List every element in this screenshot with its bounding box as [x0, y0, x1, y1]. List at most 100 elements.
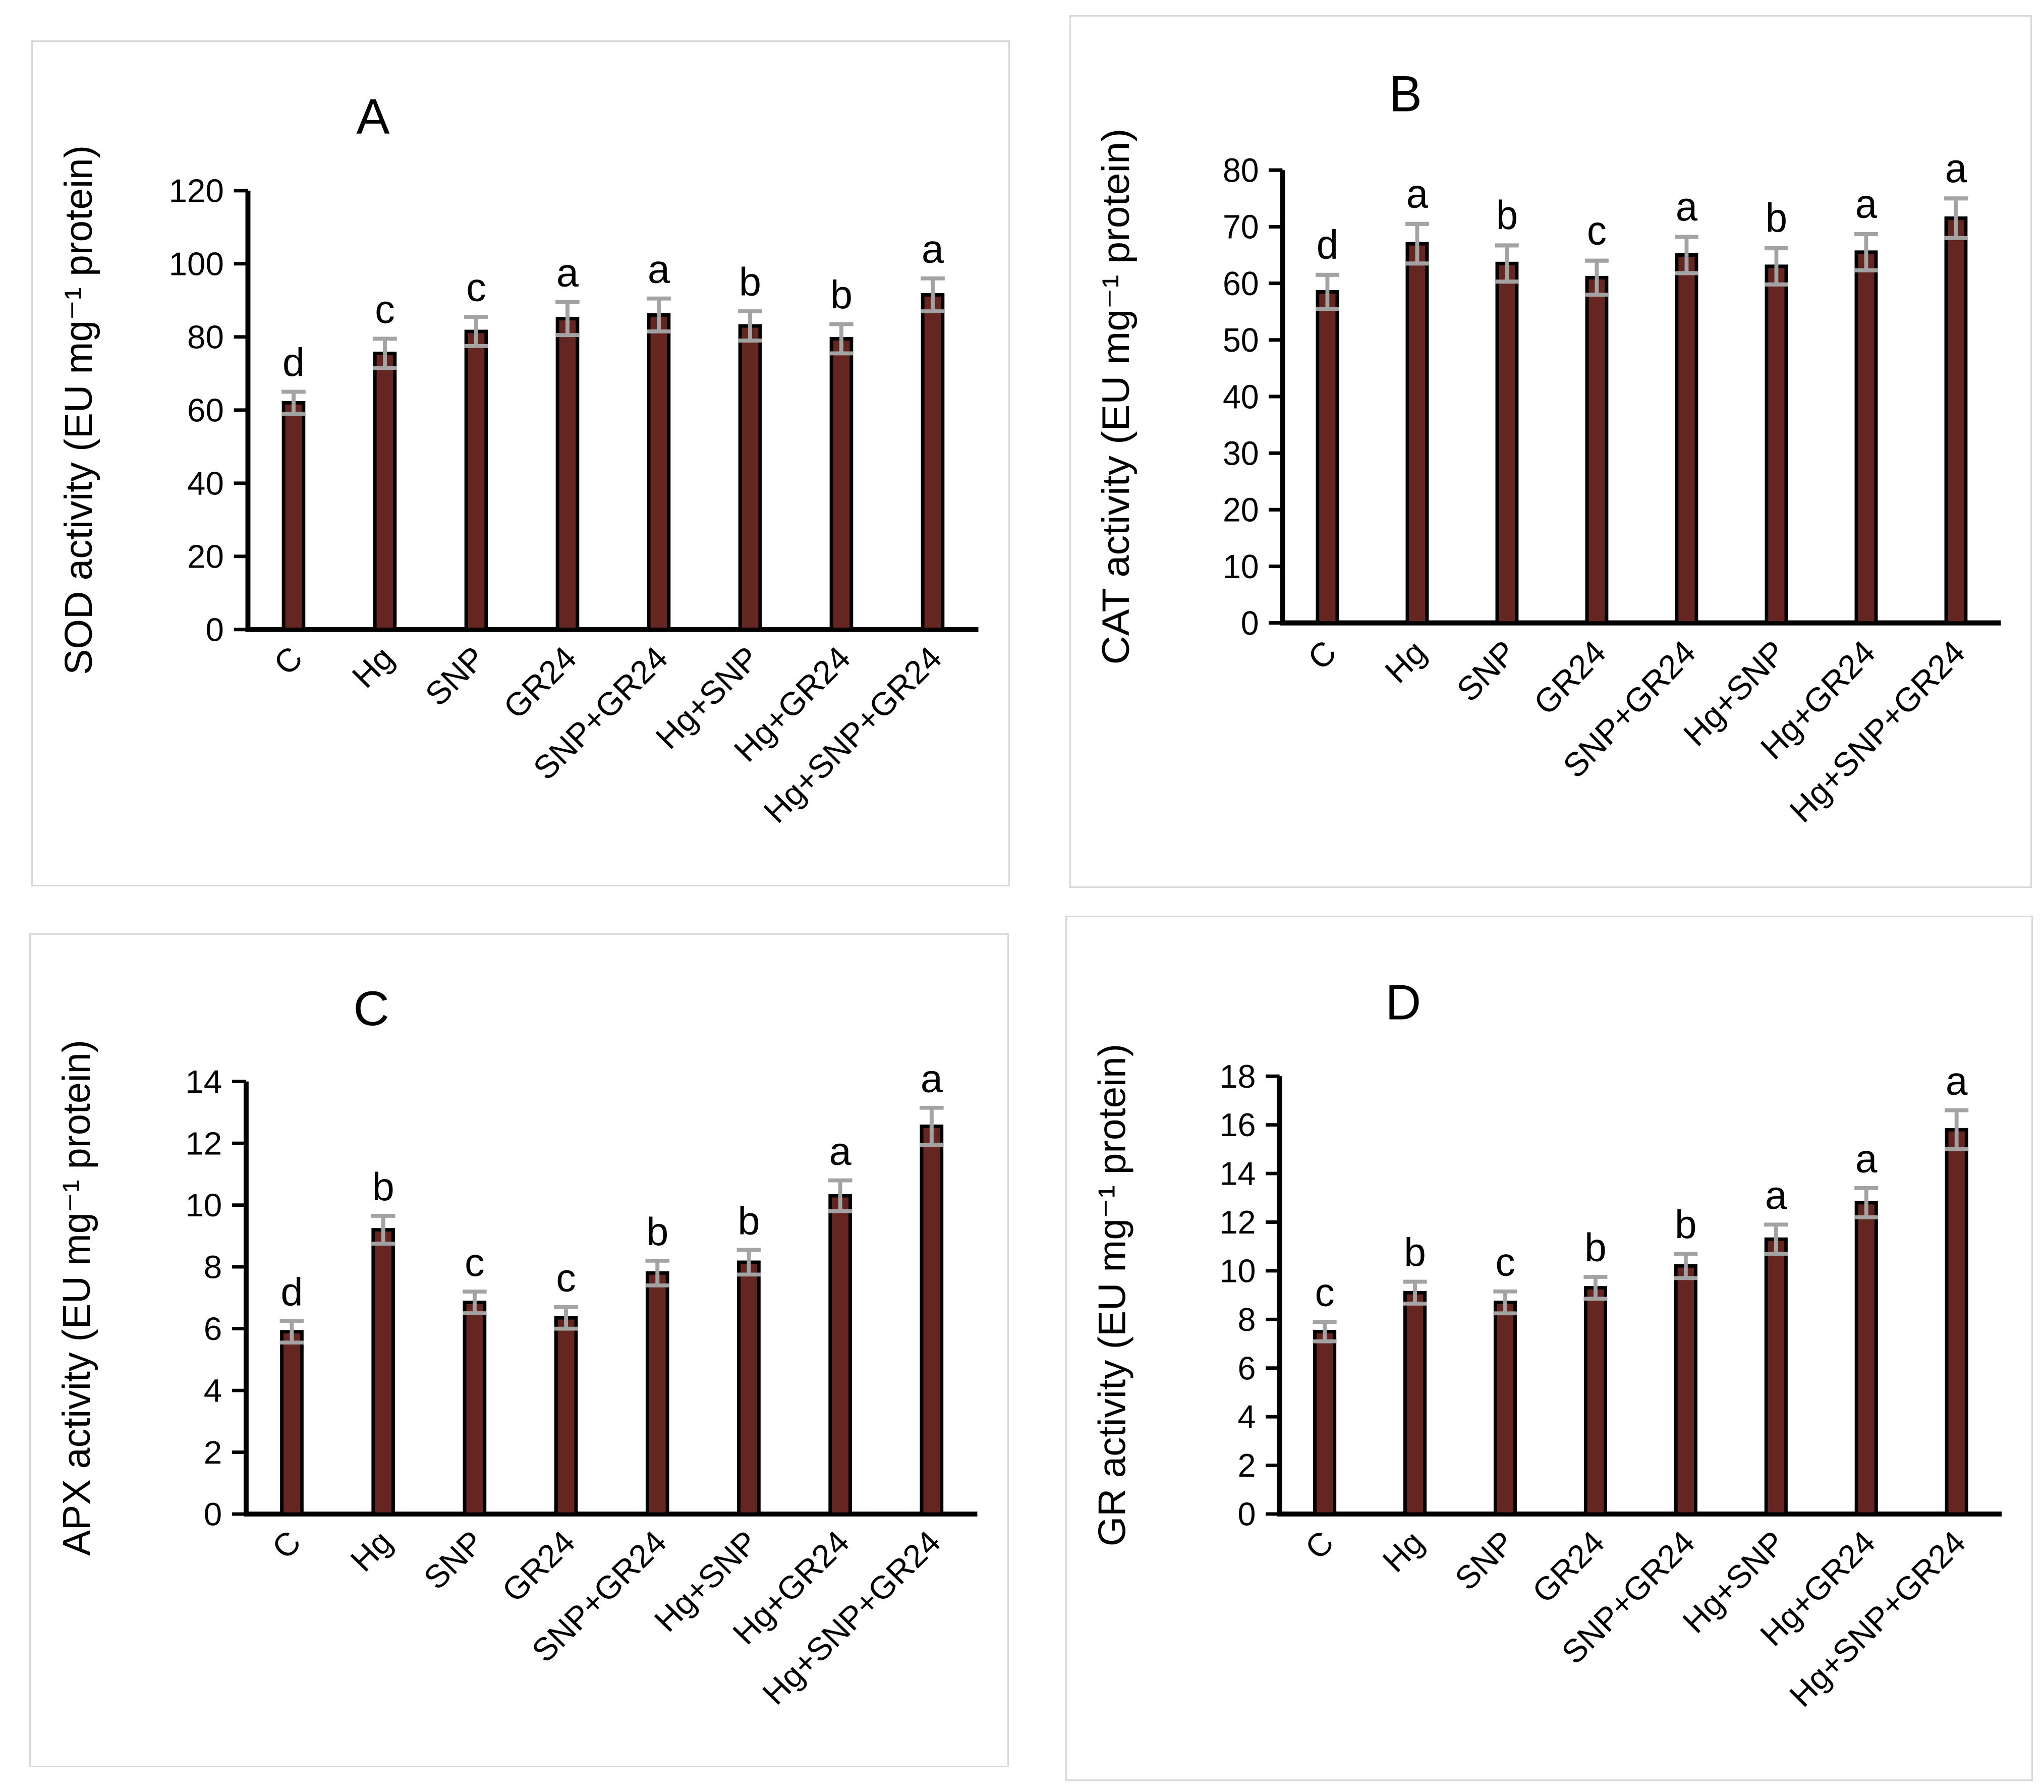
- sod-activity-bar-chart: A SOD activity (EU mg⁻¹ protein) 0 20 40 60 80…: [57, 89, 979, 830]
- panel-gr-activity: D GR activity (EU mg⁻¹ protein) 0 2 4 6 8 10 12 1…: [1065, 916, 2033, 1781]
- sig-letter: b: [1496, 192, 1518, 238]
- bar: [1403, 1291, 1427, 1516]
- category-label: Hg: [343, 1524, 399, 1579]
- sig-letter: b: [739, 259, 761, 304]
- sig-letter: b: [1766, 195, 1787, 241]
- y-axis-tick-label: 4: [1238, 1398, 1256, 1435]
- bar: [1765, 264, 1788, 625]
- gr-activity-bar-chart: D GR activity (EU mg⁻¹ protein) 0 2 4 6 8 10 12 1…: [1091, 974, 2002, 1714]
- panel-letter: B: [1389, 66, 1422, 123]
- y-axis-tick-label: 0: [1238, 1496, 1256, 1533]
- sig-letter: c: [466, 265, 486, 310]
- sig-letter: d: [282, 340, 305, 384]
- y-axis-tick-label: 2: [1238, 1447, 1256, 1484]
- bar: [464, 329, 488, 632]
- sig-letter: c: [1587, 207, 1607, 253]
- y-axis-title: GR activity (EU mg⁻¹ protein): [1091, 1044, 1134, 1546]
- y-axis-tick-label: 2: [204, 1434, 222, 1471]
- sig-letter: a: [1406, 171, 1429, 216]
- y-axis-tick-label: 80: [187, 319, 224, 356]
- category-label: C: [1298, 1524, 1341, 1566]
- y-axis-tick-label: 8: [1238, 1301, 1256, 1338]
- cat-activity-bar-chart: B CAT activity (EU mg⁻¹ protein) 0 10 20 30 40…: [1095, 66, 2001, 829]
- sig-letter: a: [1946, 1058, 1968, 1103]
- y-axis-tick-label: 6: [1238, 1350, 1256, 1386]
- bar: [371, 1228, 395, 1516]
- y-axis-tick-label: 12: [185, 1125, 222, 1161]
- y-axis-tick-label: 80: [1223, 151, 1259, 189]
- bar: [1854, 1201, 1878, 1516]
- sig-letter: a: [556, 250, 579, 295]
- panel-cat-activity: B CAT activity (EU mg⁻¹ protein) 0 10 20 30 40…: [1069, 15, 2032, 888]
- sig-letter: c: [375, 287, 395, 331]
- category-label: SNP: [1448, 1524, 1521, 1597]
- bar: [737, 1260, 761, 1516]
- category-label: C: [265, 1524, 308, 1566]
- y-axis-tick-label: 14: [185, 1063, 222, 1100]
- category-label: Hg: [345, 639, 401, 695]
- sig-letter: a: [829, 1129, 852, 1173]
- sig-letter: b: [1584, 1225, 1607, 1270]
- bar: [1405, 242, 1429, 625]
- bar: [1313, 1329, 1337, 1516]
- bar: [1854, 250, 1878, 625]
- bar: [1675, 253, 1698, 625]
- bar: [373, 352, 397, 632]
- sig-letter: a: [921, 1057, 943, 1101]
- y-axis-title: SOD activity (EU mg⁻¹ protein): [57, 145, 100, 675]
- y-axis-tick-label: 60: [187, 392, 224, 429]
- category-label: SNP: [1450, 633, 1522, 709]
- sig-letter: a: [1945, 145, 1967, 191]
- sig-letter: a: [1765, 1173, 1787, 1217]
- category-label: GR24: [1527, 633, 1613, 722]
- y-axis-tick-label: 0: [1241, 604, 1259, 642]
- panel-letter: D: [1385, 974, 1421, 1030]
- sig-letter: c: [556, 1256, 576, 1300]
- y-axis-tick-label: 60: [1223, 265, 1259, 302]
- y-axis-tick-label: 70: [1223, 208, 1259, 246]
- bar: [1495, 261, 1519, 625]
- y-axis-tick-label: 4: [204, 1372, 222, 1409]
- bar: [463, 1301, 487, 1516]
- panel-apx-activity: C APX activity (EU mg⁻¹ protein) 0 2 4 6 8 10 12…: [29, 933, 1009, 1767]
- panel-letter: C: [353, 981, 389, 1036]
- bar: [1945, 1128, 1968, 1516]
- y-axis-tick-label: 50: [1223, 321, 1259, 359]
- y-axis-tick-label: 0: [205, 611, 223, 648]
- sig-letter: b: [1404, 1230, 1426, 1274]
- bar: [555, 317, 580, 632]
- category-label: Hg: [1378, 633, 1433, 690]
- bar: [1585, 275, 1609, 625]
- y-axis-tick-label: 30: [1223, 434, 1259, 472]
- y-axis-tick-label: 14: [1220, 1155, 1256, 1192]
- bar: [647, 313, 671, 632]
- bar: [1493, 1301, 1517, 1516]
- y-axis-tick-label: 40: [1223, 378, 1259, 415]
- sig-letter: a: [1855, 1137, 1878, 1181]
- y-axis-tick-label: 20: [187, 538, 224, 575]
- sig-letter: c: [465, 1241, 485, 1284]
- sig-letter: d: [1317, 221, 1338, 267]
- sig-letter: b: [646, 1210, 668, 1254]
- category-label: Hg: [1375, 1524, 1431, 1579]
- sig-letter: b: [737, 1199, 760, 1243]
- y-axis-title: CAT activity (EU mg⁻¹ protein): [1095, 129, 1137, 665]
- bar: [1316, 290, 1339, 625]
- category-label: C: [1301, 633, 1343, 677]
- sig-letter: b: [830, 272, 853, 317]
- category-label: GR24: [1525, 1524, 1611, 1610]
- sig-letter: d: [280, 1270, 303, 1314]
- category-label: SNP: [416, 1524, 490, 1596]
- category-label: GR24: [496, 639, 584, 725]
- y-axis-tick-label: 120: [169, 173, 224, 209]
- bar: [1944, 216, 1968, 625]
- category-label: C: [266, 639, 309, 682]
- y-axis-tick-label: 6: [204, 1311, 222, 1347]
- sig-letter: c: [1315, 1270, 1334, 1315]
- y-axis-tick-label: 12: [1220, 1204, 1256, 1241]
- y-axis-title: APX activity (EU mg⁻¹ protein): [55, 1040, 98, 1555]
- sig-letter: b: [1675, 1202, 1697, 1247]
- category-label: SNP: [418, 639, 492, 713]
- apx-activity-bar-chart: C APX activity (EU mg⁻¹ protein) 0 2 4 6 8 10 12…: [55, 981, 978, 1711]
- y-axis-tick-label: 16: [1220, 1106, 1256, 1143]
